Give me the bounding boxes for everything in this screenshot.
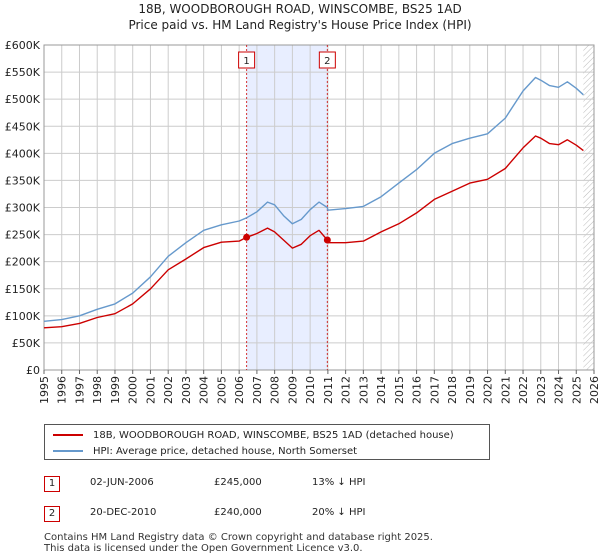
x-tick-label: 2011: [322, 376, 335, 404]
legend-label-hpi: HPI: Average price, detached house, Nort…: [93, 445, 358, 457]
x-tick-label: 2015: [393, 376, 406, 404]
legend-item-property: 18B, WOODBOROUGH ROAD, WINSCOMBE, BS25 1…: [53, 427, 454, 443]
annotation-badge: [318, 51, 336, 69]
legend-item-hpi: HPI: Average price, detached house, Nort…: [53, 443, 357, 459]
chart-subtitle: Price paid vs. HM Land Registry's House …: [128, 18, 472, 32]
transaction-date: 02-JUN-2006: [90, 477, 154, 488]
x-tick-label: 2003: [180, 376, 193, 404]
y-tick-label: £450K: [5, 120, 41, 133]
y-tick-label: £350K: [5, 174, 41, 187]
transaction-date: 20-DEC-2010: [90, 507, 157, 518]
transaction-hpi: 20% ↓ HPI: [312, 507, 366, 518]
y-tick-label: £400K: [5, 147, 41, 160]
x-tick-label: 2007: [251, 376, 264, 404]
chart-legend: 18B, WOODBOROUGH ROAD, WINSCOMBE, BS25 1…: [44, 424, 490, 460]
y-tick-label: £100K: [5, 310, 41, 323]
hpi-line: [43, 76, 584, 322]
x-tick-label: 2018: [446, 376, 459, 404]
x-tick-label: 2014: [375, 376, 388, 404]
x-tick-label: 1996: [56, 376, 69, 404]
y-tick-label: £0: [26, 364, 40, 377]
x-tick-label: 2023: [535, 376, 548, 404]
legend-blue-line: [53, 450, 83, 452]
x-tick-label: 2000: [127, 376, 140, 404]
x-tick-label: 1999: [109, 376, 122, 404]
annotation-badge-label: 1: [243, 56, 249, 67]
y-tick-label: £50K: [12, 337, 41, 350]
x-tick-label: 2021: [499, 376, 512, 404]
x-tick-label: 2016: [411, 376, 424, 404]
x-tick-label: 2004: [198, 376, 211, 404]
y-tick-label: £550K: [5, 66, 41, 79]
sale-marker: [243, 233, 251, 241]
legend-label-property: 18B, WOODBOROUGH ROAD, WINSCOMBE, BS25 1…: [93, 429, 454, 441]
x-tick-label: 2022: [517, 376, 530, 404]
sale-marker: [323, 236, 331, 244]
x-tick-label: 2025: [570, 376, 583, 404]
price-chart: £0 £50K £100K £150K £200K £250K £300K £350K £400…: [5, 39, 600, 404]
x-tick-label: 1997: [73, 376, 86, 404]
x-tick-label: 2026: [588, 376, 600, 404]
transaction-badge: 2: [44, 506, 60, 522]
x-tick-label: 2017: [428, 376, 441, 404]
transaction-price: £245,000: [214, 477, 262, 488]
x-tick-label: 2020: [482, 376, 495, 404]
x-tick-label: 2010: [304, 376, 317, 404]
chart-title: 18B, WOODBOROUGH ROAD, WINSCOMBE, BS25 1…: [138, 2, 462, 16]
footer-copyright: Contains HM Land Registry data © Crown c…: [44, 532, 433, 543]
x-tick-label: 2002: [162, 376, 175, 404]
y-tick-label: £250K: [5, 229, 41, 242]
annotation-badge: [238, 51, 256, 69]
x-tick-label: 2005: [215, 376, 228, 404]
y-tick-label: £500K: [5, 93, 41, 106]
x-tick-label: 2009: [286, 376, 299, 404]
property-price-line: [43, 135, 584, 329]
y-tick-label: £300K: [5, 202, 41, 215]
x-tick-label: 2024: [553, 376, 566, 404]
x-tick-label: 2012: [340, 376, 353, 404]
x-tick-label: 2019: [464, 376, 477, 404]
x-tick-label: 1998: [91, 376, 104, 404]
transaction-badge: 1: [44, 476, 60, 492]
x-tick-label: 2001: [144, 376, 157, 404]
legend-red-line: [53, 434, 83, 436]
transaction-hpi: 13% ↓ HPI: [312, 477, 366, 488]
x-tick-label: 2008: [269, 376, 282, 404]
y-tick-label: £600K: [5, 39, 41, 52]
footer-licence: This data is licensed under the Open Gov…: [44, 543, 363, 554]
annotation-badge-label: 2: [324, 56, 330, 67]
x-tick-label: 2006: [233, 376, 246, 404]
y-tick-label: £150K: [5, 283, 41, 296]
transaction-price: £240,000: [214, 507, 262, 518]
x-tick-label: 1995: [38, 376, 51, 404]
x-tick-label: 2013: [357, 376, 370, 404]
plot-frame: [43, 44, 595, 371]
y-tick-label: £200K: [5, 256, 41, 269]
